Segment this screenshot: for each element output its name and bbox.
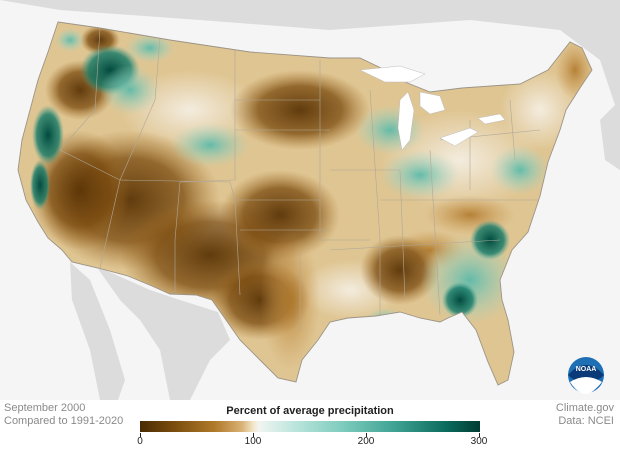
source-label: Data: NCEI xyxy=(558,415,614,427)
date-label: September 2000 Compared to 1991-2020 xyxy=(4,402,123,428)
precipitation-map: NOAA xyxy=(0,0,620,400)
legend-label: 100 xyxy=(244,436,262,447)
state-borders xyxy=(59,27,541,330)
baseline-label: Compared to 1991-2020 xyxy=(4,415,124,427)
legend-tick xyxy=(140,433,141,437)
credit: Climate.gov Data: NCEI xyxy=(556,402,614,428)
legend-label: 0 xyxy=(137,436,143,447)
legend-title: Percent of average precipitation xyxy=(226,405,394,417)
period-label: September 2000 xyxy=(4,402,86,414)
surrounding-land xyxy=(0,0,620,400)
legend-color-bar xyxy=(140,421,480,432)
legend-tick xyxy=(366,433,367,437)
legend-tick xyxy=(253,433,254,437)
legend-label: 200 xyxy=(357,436,375,447)
legend-label: 300 xyxy=(470,436,488,447)
credit-label: Climate.gov xyxy=(555,402,614,414)
noaa-logo: NOAA xyxy=(568,357,604,394)
precipitation-field xyxy=(30,25,592,370)
legend-tick xyxy=(479,433,480,437)
great-lakes xyxy=(359,65,506,151)
noaa-logo-text: NOAA xyxy=(576,366,597,373)
